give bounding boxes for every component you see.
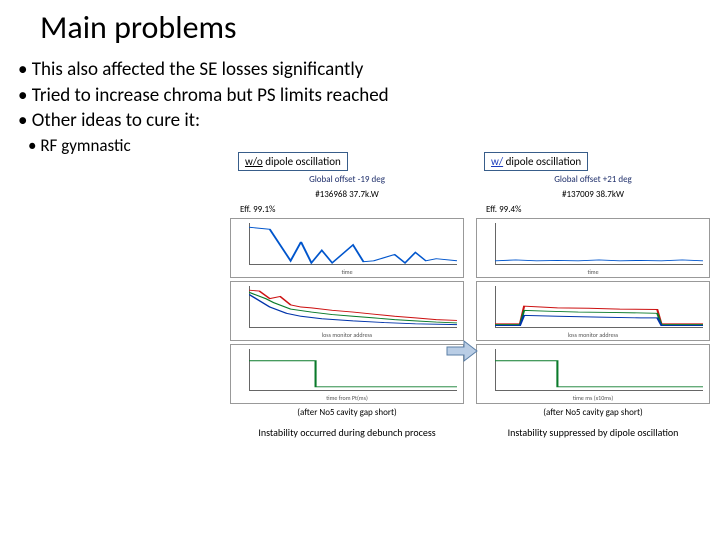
panel-footer: (after No5 cavity gap short) [476,408,710,419]
chart: time [230,218,464,278]
chart-xlabel: time [341,268,352,276]
panel-info: #137009 38.7kW [476,190,710,201]
panel-label: w/ dipole oscillation [484,152,588,171]
bullet-item: This also affected the SE losses signifi… [18,57,720,83]
chart-xlabel: time from Pt(ms) [326,394,368,402]
panel-info: Global offset +21 deg [476,175,710,186]
panel-caption: Instability occurred during debunch proc… [230,426,464,439]
panel-info: #136968 37.7k.W [230,190,464,201]
chart-xlabel: time ms (x10ms) [573,394,613,402]
panel-label: w/o dipole oscillation [238,152,348,171]
chart-xlabel: loss monitor address [322,331,373,339]
bullet-item: Other ideas to cure it: [18,108,720,134]
panel-info: Eff. 99.4% [476,205,710,216]
panel-footer: (after No5 cavity gap short) [230,408,464,419]
chart: time [476,218,710,278]
chart: time from Pt(ms) [230,344,464,404]
chart: loss monitor address [476,281,710,341]
arrow-icon [446,340,478,362]
chart-xlabel: loss monitor address [568,331,619,339]
chart: time ms (x10ms) [476,344,710,404]
slide-title: Main problems [0,0,720,57]
panel-caption: Instability suppressed by dipole oscilla… [476,426,710,439]
panel-right: w/ dipole oscillation Global offset +21 d… [476,152,710,439]
chart-panels: w/o dipole oscillation Global offset -19 … [230,152,710,439]
chart-xlabel: time [587,268,598,276]
chart: loss monitor address [230,281,464,341]
bullet-list: This also affected the SE losses signifi… [0,57,720,134]
panel-left: w/o dipole oscillation Global offset -19 … [230,152,464,439]
bullet-item: Tried to increase chroma but PS limits r… [18,83,720,109]
panel-info: Eff. 99.1% [230,205,464,216]
panel-info: Global offset -19 deg [230,175,464,186]
